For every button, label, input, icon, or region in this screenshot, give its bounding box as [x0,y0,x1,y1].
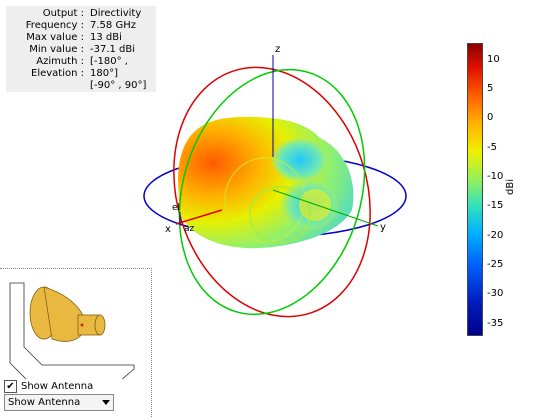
colorbar-tick: -10 [487,171,504,182]
output-key: Output : [42,8,84,19]
colorbar-tick: 5 [487,83,494,94]
y-axis-label: y [380,222,386,233]
colorbar-tick: -35 [487,318,504,329]
colorbar-tick: -5 [487,142,497,153]
pattern-info-panel: Output : Directivity Frequency : 7.58 GH… [6,6,156,92]
el-label: el [172,203,181,213]
max-value-key: Max value : [26,32,84,43]
min-value-key: Min value : [29,44,84,55]
elevation-key: Elevation : [31,68,84,79]
azimuth-key: Azimuth : [36,56,84,67]
chevron-down-icon [102,400,110,405]
colorbar-tick: -15 [487,200,504,211]
dropdown-value: Show Antenna [8,397,81,408]
colorbar-tick: -30 [487,288,504,299]
frequency-key: Frequency : [25,20,84,31]
colorbar [467,43,483,336]
colorbar-tick: -25 [487,259,504,270]
directivity-lobe [178,116,354,249]
elevation-range: [-90° , 90°] [90,80,147,91]
show-antenna-checkbox-row[interactable]: ✔ Show Antenna [4,380,93,393]
colorbar-unit-label: dBi [505,179,516,195]
azimuth-value: [-180° , [90,56,128,67]
elevation-ring-green [178,68,366,316]
antenna-preview-panel [0,268,152,417]
elevation-ring-red [173,66,371,318]
output-value: Directivity [90,8,142,19]
frequency-value: 7.58 GHz [90,20,136,31]
elevation-value: 180°] [90,68,118,79]
show-antenna-label: Show Antenna [21,381,94,392]
show-antenna-checkbox[interactable]: ✔ [4,380,17,393]
show-antenna-dropdown[interactable]: Show Antenna [4,394,114,411]
colorbar-tick: 10 [487,54,500,65]
max-value: 13 dBi [90,32,122,43]
z-axis-label: z [275,44,281,55]
colorbar-tick: -20 [487,230,504,241]
az-label: az [184,224,195,234]
x-axis-label: x [165,224,171,235]
y-axis [272,189,379,227]
horn-antenna-icon [9,282,135,382]
colorbar-tick: 0 [487,112,494,123]
x-axis [175,209,223,225]
min-value: -37.1 dBi [90,44,136,55]
